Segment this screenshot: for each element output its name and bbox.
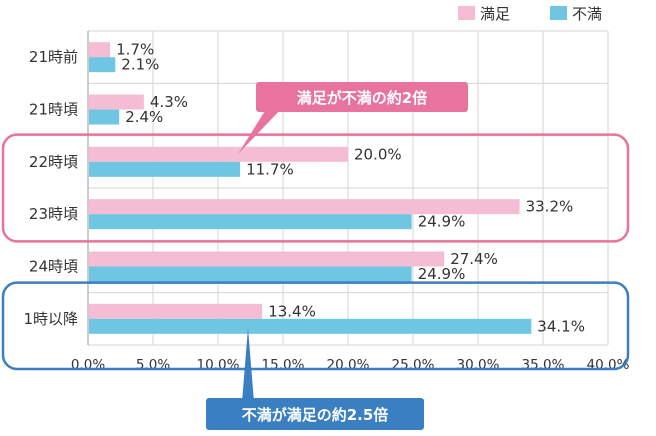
bar-satisfied (89, 303, 263, 319)
bar-satisfied (89, 199, 520, 215)
x-tick-label: 5.0% (136, 357, 170, 373)
value-label: 13.4% (268, 302, 316, 320)
bar-satisfied (89, 42, 111, 58)
bar-dissatisfied (89, 109, 120, 125)
x-tick-labels: 0.0% 5.0% 10.0% 15.0% 20.0% 25.0% 30.0% 35.0% 40… (71, 357, 630, 373)
legend-label: 不満 (572, 5, 602, 23)
value-labels: 1.7%2.1%4.3%2.4%20.0%11.7%33.2%24.9%27.4… (116, 41, 585, 336)
category-label: 1時以降 (23, 310, 78, 328)
x-tick-label: 10.0% (197, 357, 240, 373)
callout-box-blue (206, 398, 424, 430)
value-label: 34.1% (537, 317, 585, 335)
bar-dissatisfied (89, 266, 412, 282)
bar-dissatisfied (89, 57, 116, 73)
bar-satisfied (89, 94, 144, 110)
value-label: 27.4% (450, 250, 498, 268)
bar-dissatisfied (89, 161, 241, 177)
category-label: 23時頃 (29, 205, 78, 223)
bar-satisfied (89, 251, 445, 267)
callout-text-blue: 不満が満足の約2.5倍 (242, 406, 389, 424)
value-label: 1.7% (116, 41, 154, 59)
legend-label: 満足 (480, 5, 510, 23)
value-label: 24.9% (418, 265, 466, 283)
callout-text-pink: 満足が不満の約2倍 (297, 89, 427, 107)
x-tick-label: 15.0% (262, 357, 305, 373)
value-label: 2.4% (125, 108, 163, 126)
highlight-box-pink (1, 133, 630, 243)
value-label: 4.3% (150, 93, 188, 111)
legend-swatch (550, 6, 567, 20)
callout-pointer-blue (242, 328, 254, 402)
legend-swatch (458, 6, 475, 20)
value-label: 11.7% (246, 160, 294, 178)
legend: 満足 不満 (458, 5, 602, 23)
x-tick-label: 30.0% (457, 357, 500, 373)
value-label: 20.0% (354, 145, 402, 163)
category-label: 21時前 (29, 48, 78, 66)
bar-dissatisfied (89, 214, 412, 230)
category-label: 24時頃 (29, 258, 78, 276)
bar-satisfied (89, 146, 348, 162)
x-tick-label: 0.0% (71, 357, 105, 373)
value-label: 2.1% (121, 56, 159, 74)
value-label: 24.9% (418, 213, 466, 231)
callout-box-pink (256, 82, 468, 112)
highlight-box-blue (1, 281, 630, 371)
callout-pointer-pink (238, 106, 284, 154)
value-label: 33.2% (526, 198, 574, 216)
category-label: 21時頃 (29, 101, 78, 119)
x-tick-label: 20.0% (327, 357, 370, 373)
bar-dissatisfied (89, 318, 532, 334)
chart-grid (87, 30, 609, 346)
x-tick-label: 25.0% (392, 357, 435, 373)
category-labels: 21時前 21時頃 22時頃 23時頃 24時頃 1時以降 (23, 48, 78, 328)
chart-bars (89, 42, 532, 334)
category-label: 22時頃 (29, 153, 78, 171)
x-tick-label: 35.0% (522, 357, 565, 373)
